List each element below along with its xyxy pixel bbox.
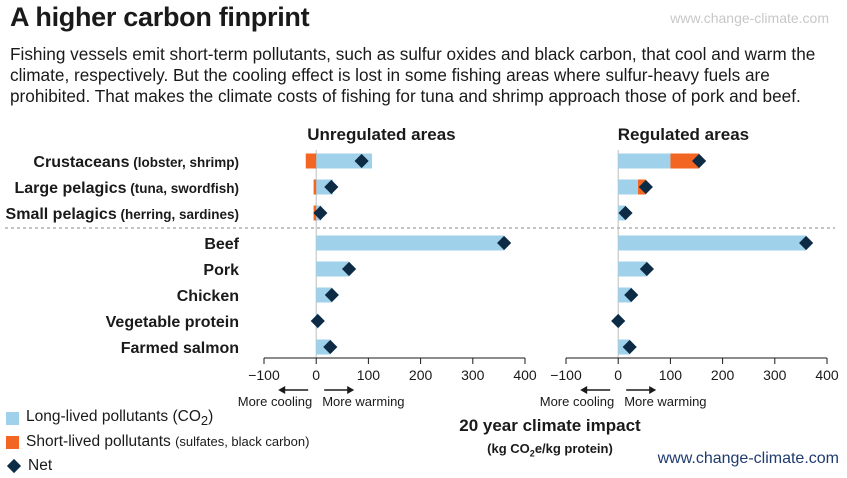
category-label: Beef [204,236,239,253]
net-marker [324,179,339,195]
net-marker [323,339,338,355]
legend-short-lived: Short-lived pollutants (sulfates, black … [6,430,309,454]
direction-cooling-label: More cooling [238,394,312,409]
legend-long-swatch [6,411,19,425]
bar-long-lived [316,235,505,251]
legend-long-lived: Long-lived pollutants (CO2) [6,406,309,430]
x-axis-title: 20 year climate impact [459,416,641,435]
net-marker [799,235,814,251]
net-marker [354,153,369,169]
legend-net: Net [6,454,309,478]
net-marker [624,287,639,303]
net-marker [310,313,325,329]
x-tick-label: 400 [513,367,537,383]
x-tick-label: 0 [614,367,622,383]
x-tick-label: 300 [763,367,787,383]
legend-net-label: Net [28,457,53,474]
bar-long-lived [618,261,647,277]
net-marker [497,235,512,251]
watermark: www.change-climate.com [670,10,829,26]
bar-long-lived [316,287,332,303]
panel-title: Unregulated areas [307,125,455,144]
legend-short-label: Short-lived pollutants (sulfates, black … [26,433,310,450]
category-label: Small pelagics (herring, sardines) [6,206,239,223]
page-title: A higher carbon finprint [10,2,310,32]
x-tick-label: 200 [711,367,735,383]
arrow-warming-head [649,386,657,394]
net-marker [622,339,637,355]
net-marker [611,313,626,329]
legend-long-label: Long-lived pollutants (CO2) [26,407,214,429]
category-label: Large pelagics (tuna, swordfish) [14,180,239,197]
category-label: Chicken [177,288,239,305]
bar-long-lived [316,153,373,169]
category-label: Farmed salmon [121,340,239,357]
net-marker [324,287,339,303]
category-label: Pork [203,262,239,279]
net-marker [618,205,633,221]
net-marker [692,153,707,169]
net-marker [313,205,328,221]
panel-title: Regulated areas [618,125,749,144]
arrow-warming-head [347,386,355,394]
arrow-cooling-head [278,386,286,394]
x-axis-unit: (kg CO2e/kg protein) [487,441,613,459]
bar-short-lived [313,179,317,195]
x-tick-label: 200 [409,367,433,383]
arrow-cooling-head [580,386,588,394]
legend-net-diamond [6,458,22,474]
bar-short-lived [305,153,317,169]
category-label: Vegetable protein [106,314,239,331]
x-tick-label: 100 [659,367,683,383]
bar-long-lived [618,153,671,169]
x-tick-label: −100 [550,367,582,383]
legend-short-swatch [6,435,19,449]
x-tick-label: −100 [248,367,280,383]
legend: Long-lived pollutants (CO2) Short-lived … [6,406,309,478]
x-tick-label: 300 [461,367,485,383]
category-label: Crustaceans (lobster, shrimp) [33,154,239,171]
direction-warming-label: More warming [624,394,706,409]
subtitle: Fishing vessels emit short-term pollutan… [10,44,816,106]
x-tick-label: 0 [312,367,320,383]
bar-long-lived [618,235,807,251]
bar-long-lived [316,261,350,277]
direction-warming-label: More warming [322,394,404,409]
direction-cooling-label: More cooling [540,394,614,409]
x-tick-label: 100 [357,367,381,383]
bar-short-lived [670,153,700,169]
footer-url: www.change-climate.com [657,450,839,467]
net-marker [639,261,654,277]
x-tick-label: 400 [815,367,839,383]
bar-long-lived [618,179,639,195]
net-marker [342,261,357,277]
net-marker [638,179,653,195]
